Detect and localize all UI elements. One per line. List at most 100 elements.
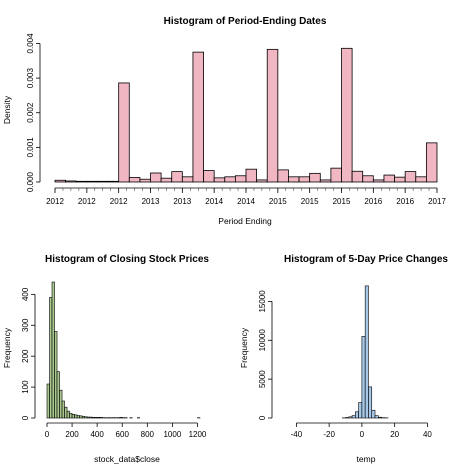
chart1-bar — [394, 176, 406, 183]
chart3-y-tick-label: 0 — [258, 415, 267, 420]
chart1-x-tick-label: 2015 — [269, 197, 287, 206]
chart2-bar — [59, 389, 63, 419]
chart1-x-tick-label: 2012 — [78, 197, 96, 206]
chart1-x-tick-label: 2012 — [46, 197, 64, 206]
chart1-bar — [372, 179, 385, 183]
chart2-x-tick-label: 0 — [45, 430, 50, 439]
chart1-bar — [298, 176, 311, 183]
chart2-y-tick-label: 200 — [21, 349, 30, 363]
chart1-bar — [319, 179, 332, 183]
chart3-bar — [368, 386, 373, 419]
chart1-bar — [266, 48, 279, 183]
chart2-title: Histogram of Closing Stock Prices — [45, 254, 209, 265]
chart1-bar — [383, 174, 395, 183]
chart3-y-tick-label: 15000 — [258, 290, 267, 313]
chart1-bar — [224, 176, 236, 183]
chart1-x-tick-label: 2013 — [142, 197, 160, 206]
chart2-bar — [56, 371, 60, 419]
chart2-y-label: Frequency — [2, 327, 12, 368]
chart2-bar — [54, 331, 58, 419]
chart2-bar — [84, 416, 88, 419]
chart1-bar — [309, 172, 321, 183]
chart2-bar — [79, 415, 83, 419]
chart1-x-tick-label: 2014 — [237, 197, 255, 206]
chart2-x-tick-label: 600 — [116, 430, 130, 439]
chart3-bar — [351, 415, 356, 419]
chart2-x-label: stock_data$close — [94, 454, 160, 464]
chart2-x-tick-label: 800 — [141, 430, 155, 439]
chart1-bar — [415, 176, 427, 183]
chart1-bar — [404, 171, 417, 183]
chart3-x-tick-label: 0 — [360, 430, 365, 439]
chart2-y-tick-label: 0 — [21, 415, 30, 420]
chart1-bar — [203, 170, 215, 183]
chart1-bar — [150, 172, 162, 183]
chart2-bar — [76, 415, 80, 419]
period-ending-histogram: Histogram of Period-Ending Dates Period … — [2, 16, 446, 226]
chart2-bar — [94, 417, 98, 419]
chart1-x-tick-label: 2014 — [205, 197, 223, 206]
chart1-bar — [181, 176, 194, 183]
chart1-y-label: Density — [2, 95, 12, 124]
chart3-title: Histogram of 5-Day Price Changes — [284, 254, 448, 265]
chart1-bar — [341, 47, 353, 183]
price-changes-histogram: Histogram of 5-Day Price Changes temp Fr… — [239, 254, 448, 464]
chart1-bar — [86, 180, 98, 183]
chart2-bar — [74, 414, 78, 419]
chart1-bar — [234, 175, 247, 183]
chart1-y-tick-label: 0.001 — [26, 137, 35, 158]
chart2-bar — [51, 281, 55, 419]
chart1-bar — [139, 178, 151, 183]
chart1-bar — [65, 180, 77, 183]
chart1-bar — [160, 177, 173, 183]
chart3-x-tick-label: -40 — [291, 430, 303, 439]
chart1-bar — [75, 180, 88, 183]
chart3-bar — [364, 285, 369, 419]
chart2-bar — [81, 416, 85, 419]
chart2-bar — [71, 413, 75, 419]
chart2-bar — [49, 297, 53, 419]
chart3-y-tick-label: 5000 — [258, 370, 267, 388]
chart2-y-tick-label: 400 — [21, 287, 30, 301]
chart2-bar — [96, 417, 100, 419]
chart3-bar — [374, 415, 379, 419]
chart1-y-tick-label: 0.002 — [26, 102, 35, 123]
chart2-x-tick-label: 200 — [65, 430, 79, 439]
chart1-bar — [192, 51, 204, 183]
chart3-x-tick-label: 20 — [390, 430, 399, 439]
chart1-y-tick-label: 0.004 — [26, 33, 35, 54]
chart1-bar — [245, 168, 258, 183]
chart2-bar — [66, 410, 70, 419]
closing-prices-histogram: Histogram of Closing Stock Prices stock_… — [2, 254, 209, 464]
chart1-bar — [97, 180, 109, 183]
chart1-bar — [351, 170, 364, 183]
chart2-y-tick-label: 100 — [21, 380, 30, 394]
chart1-x-tick-label: 2016 — [396, 197, 414, 206]
chart1-x-tick-label: 2015 — [301, 197, 319, 206]
chart1-bar — [107, 180, 120, 183]
chart3-y-tick-label: 10000 — [258, 329, 267, 352]
chart3-bar — [348, 416, 353, 419]
chart1-x-tick-label: 2012 — [110, 197, 128, 206]
chart3-bar — [355, 411, 359, 419]
chart2-x-tick-label: 1200 — [189, 430, 207, 439]
chart2-y-tick-label: 300 — [21, 318, 30, 332]
chart1-bar — [118, 82, 130, 183]
chart3-y-label: Frequency — [239, 327, 249, 368]
chart1-x-tick-label: 2013 — [173, 197, 191, 206]
chart2-bar — [69, 413, 73, 419]
chart2-bar — [91, 417, 95, 419]
chart3-bar — [361, 336, 366, 419]
chart1-bar — [54, 179, 67, 183]
chart1-bar — [171, 171, 183, 183]
chart2-bar — [119, 417, 123, 419]
chart2-bar — [61, 400, 65, 419]
chart1-bar — [288, 176, 300, 183]
chart1-y-tick-label: 0.003 — [26, 68, 35, 89]
chart1-bar — [256, 179, 268, 183]
chart1-bar — [330, 167, 342, 183]
chart3-bar — [358, 402, 363, 419]
chart3-x-label: temp — [357, 454, 376, 464]
chart2-bar — [46, 383, 50, 419]
